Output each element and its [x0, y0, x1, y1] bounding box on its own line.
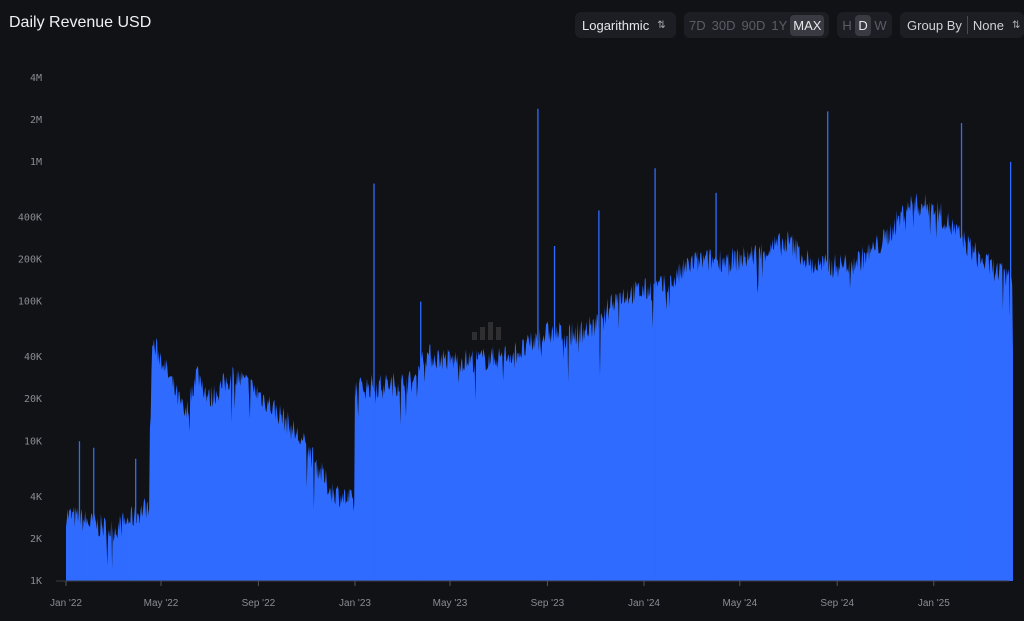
range-selector: 7D 30D 90D 1Y MAX	[684, 12, 829, 38]
x-tick-label: May '23	[433, 598, 468, 609]
y-tick-label: 10K	[24, 436, 42, 447]
scale-value: Logarithmic	[582, 17, 650, 33]
divider	[966, 16, 968, 34]
granularity-w[interactable]: W	[874, 17, 887, 33]
x-tick-label: May '24	[722, 598, 757, 609]
x-tick-label: Jan '24	[628, 598, 660, 609]
group-by-value: None	[972, 17, 1004, 33]
x-tick-label: Jan '22	[50, 598, 82, 609]
range-1y[interactable]: 1Y	[771, 17, 788, 33]
granularity-d[interactable]: D	[855, 14, 871, 36]
updown-chevron-icon: ⇅	[1012, 19, 1021, 31]
y-tick-label: 2M	[30, 115, 42, 126]
chart-title: Daily Revenue USD	[9, 14, 152, 31]
y-tick-label: 2K	[30, 534, 42, 545]
scale-select[interactable]: Logarithmic ⇅	[575, 12, 676, 38]
group-by-label: Group By	[907, 17, 962, 33]
range-max[interactable]: MAX	[790, 14, 825, 36]
range-30d[interactable]: 30D	[711, 17, 736, 33]
y-tick-label: 40K	[24, 352, 42, 363]
y-tick-label: 20K	[24, 394, 42, 405]
y-tick-label: 400K	[18, 212, 42, 223]
x-tick-label: Jan '25	[918, 598, 950, 609]
range-7d[interactable]: 7D	[689, 17, 706, 33]
granularity-h[interactable]: H	[842, 17, 852, 33]
group-by-select[interactable]: Group By None ⇅	[900, 12, 1024, 38]
y-tick-label: 100K	[18, 297, 42, 308]
watermark-logo	[472, 322, 501, 340]
updown-chevron-icon: ⇅	[657, 19, 666, 31]
y-tick-label: 4K	[30, 492, 42, 503]
y-tick-label: 1M	[30, 157, 42, 168]
revenue-area	[66, 192, 1013, 581]
range-90d[interactable]: 90D	[741, 17, 766, 33]
x-tick-label: Sep '24	[820, 598, 854, 609]
x-tick-label: Jan '23	[339, 598, 371, 609]
y-tick-label: 4M	[30, 73, 42, 84]
x-tick-label: Sep '22	[242, 598, 276, 609]
x-tick-label: Sep '23	[531, 598, 565, 609]
y-tick-label: 1K	[30, 576, 42, 587]
y-tick-label: 200K	[18, 255, 42, 266]
x-tick-label: May '22	[144, 598, 179, 609]
